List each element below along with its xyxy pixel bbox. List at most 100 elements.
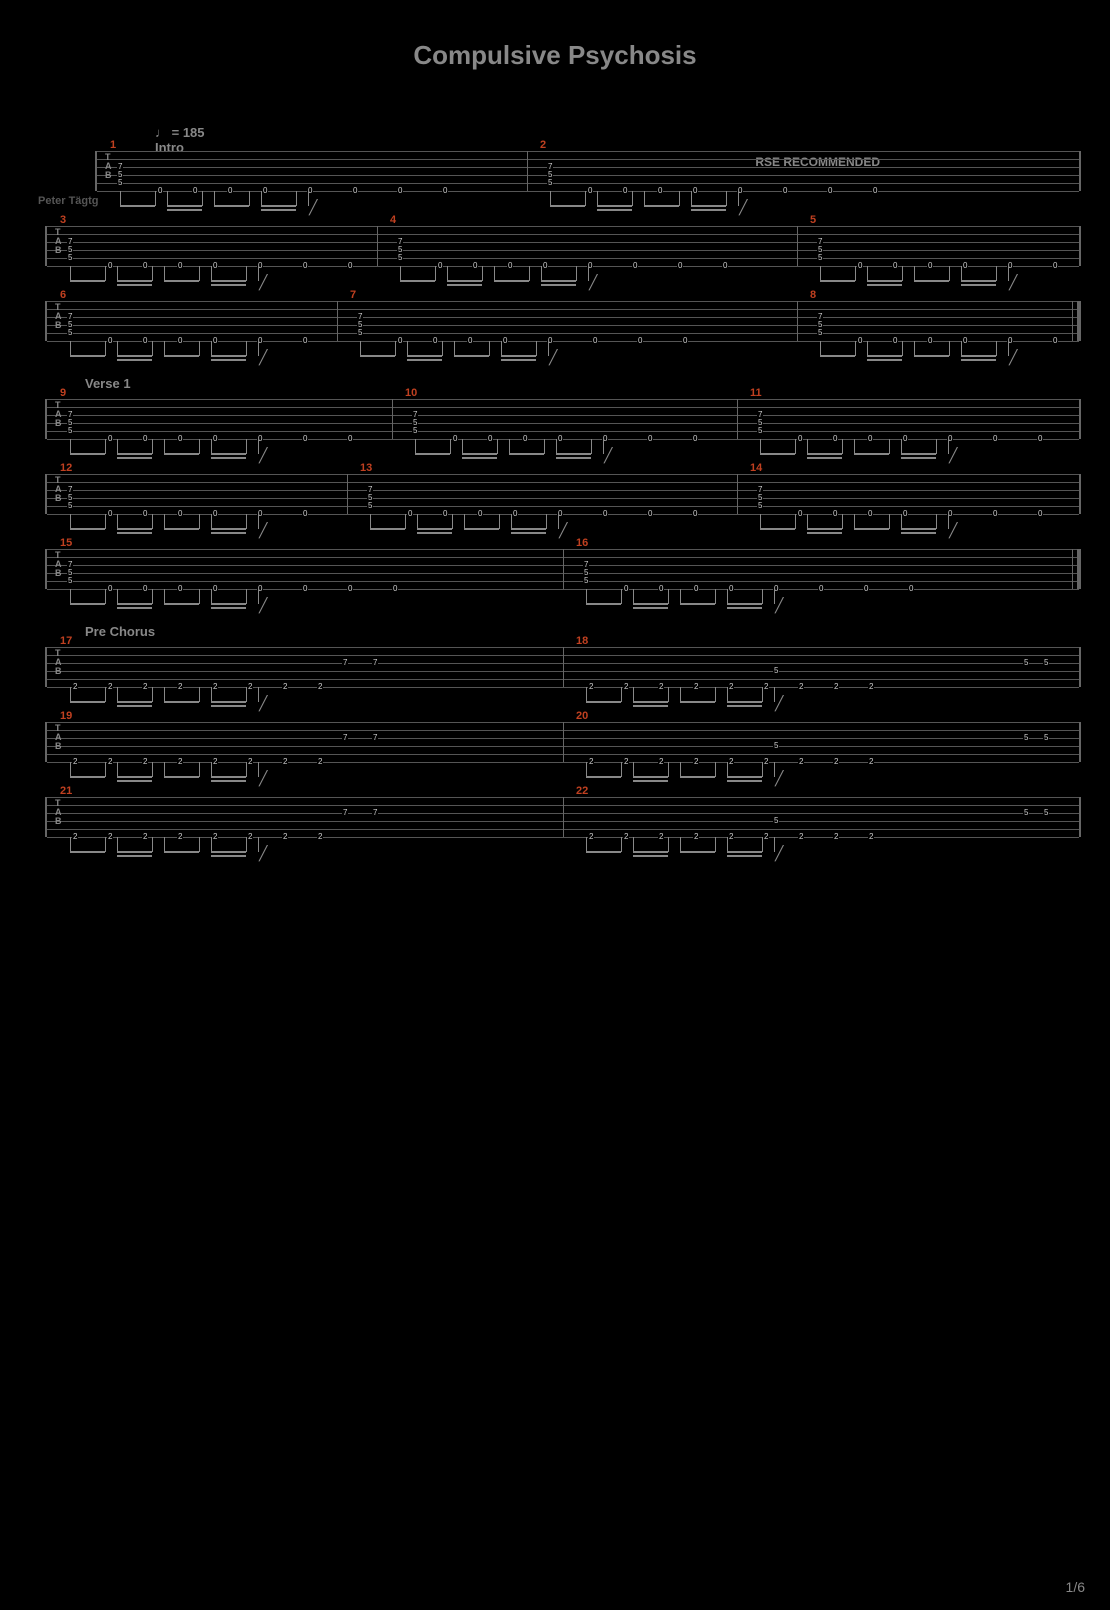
measure-beams: ╱ — [45, 514, 345, 539]
stem — [501, 341, 502, 356]
stem — [633, 762, 634, 777]
beam-group: ╱ — [45, 589, 561, 614]
stem — [70, 514, 71, 529]
stem — [936, 514, 937, 529]
stem — [70, 837, 71, 852]
stem — [489, 341, 490, 356]
beam — [556, 453, 591, 455]
stem — [854, 514, 855, 529]
stem — [576, 266, 577, 281]
track-label: Peter Tägtg — [38, 195, 99, 207]
flag-icon: ╱ — [559, 522, 567, 539]
stem — [949, 341, 950, 356]
beam-group: ╱ — [795, 266, 1077, 291]
tab-system: 2122TAB2222222277222222222555╱╱ — [45, 797, 1077, 837]
beam — [117, 284, 152, 286]
beam — [727, 705, 762, 707]
measure-number: 16 — [576, 537, 588, 549]
measure-number: 5 — [810, 214, 816, 226]
fret-number: 7 — [342, 659, 348, 667]
staff-line — [97, 159, 1079, 160]
measure-number: 13 — [360, 462, 372, 474]
stem — [105, 687, 106, 702]
measure-beams: ╱ — [561, 687, 1077, 712]
stem — [842, 514, 843, 529]
stem — [117, 341, 118, 356]
beam — [117, 780, 152, 782]
beam — [511, 532, 546, 534]
measure-beams: ╱ — [345, 514, 735, 539]
barline — [347, 474, 348, 514]
stem — [105, 266, 106, 281]
stem — [450, 439, 451, 454]
beam — [494, 280, 529, 282]
beam — [867, 359, 902, 361]
measure-beams: ╱ — [375, 266, 795, 291]
measure-number: 6 — [60, 289, 66, 301]
barline — [527, 151, 528, 191]
stem — [164, 687, 165, 702]
beam — [462, 453, 497, 455]
stem — [105, 837, 106, 852]
beam — [211, 780, 246, 782]
beam-group: ╱ — [561, 687, 1077, 712]
stem — [668, 762, 669, 777]
beam — [727, 603, 762, 605]
beam-group: ╱ — [735, 514, 1077, 539]
beam — [807, 532, 842, 534]
fret-number: 5 — [1023, 659, 1029, 667]
stem — [597, 191, 598, 206]
beam — [117, 355, 152, 357]
stem — [633, 837, 634, 852]
stem — [680, 837, 681, 852]
stem — [795, 439, 796, 454]
beam — [164, 280, 199, 282]
fret-number: 5 — [1043, 659, 1049, 667]
staff-line — [47, 250, 1079, 251]
beam — [509, 453, 544, 455]
stem — [914, 341, 915, 356]
beam — [261, 209, 296, 211]
stem — [679, 191, 680, 206]
beam-group: ╱ — [45, 837, 561, 862]
beam — [211, 603, 246, 605]
stem — [415, 439, 416, 454]
stem — [807, 514, 808, 529]
beam — [120, 205, 155, 207]
beam — [70, 776, 105, 778]
beam-group: ╱ — [390, 439, 735, 464]
beam-group: ╱ — [45, 762, 561, 787]
stem — [442, 341, 443, 356]
beam — [854, 453, 889, 455]
beam — [541, 280, 576, 282]
stem — [447, 266, 448, 281]
beam — [164, 528, 199, 530]
beam — [867, 284, 902, 286]
staff-line — [47, 333, 1079, 334]
stem — [546, 514, 547, 529]
stem — [762, 687, 763, 702]
beam — [727, 776, 762, 778]
measure-beams: ╱ — [45, 687, 561, 712]
beam — [644, 205, 679, 207]
stem — [164, 589, 165, 604]
stem — [202, 191, 203, 206]
tab-system: 345TAB755000000075500000000755000000╱╱╱ — [45, 226, 1077, 266]
beam — [117, 776, 152, 778]
barline — [563, 722, 564, 762]
measure-number: 20 — [576, 710, 588, 722]
stem — [867, 266, 868, 281]
tab-staff: TAB7550000000075500000000 — [45, 549, 1081, 589]
beam — [727, 780, 762, 782]
stem — [499, 514, 500, 529]
beam — [211, 851, 246, 853]
beam — [70, 355, 105, 357]
beam — [70, 603, 105, 605]
tab-staff: TAB7550000000075500000000 — [95, 151, 1081, 191]
beam — [117, 855, 152, 857]
fret-number: 5 — [583, 577, 589, 585]
beam — [211, 284, 246, 286]
beam — [211, 457, 246, 459]
fret-number: 7 — [372, 809, 378, 817]
stem — [199, 762, 200, 777]
